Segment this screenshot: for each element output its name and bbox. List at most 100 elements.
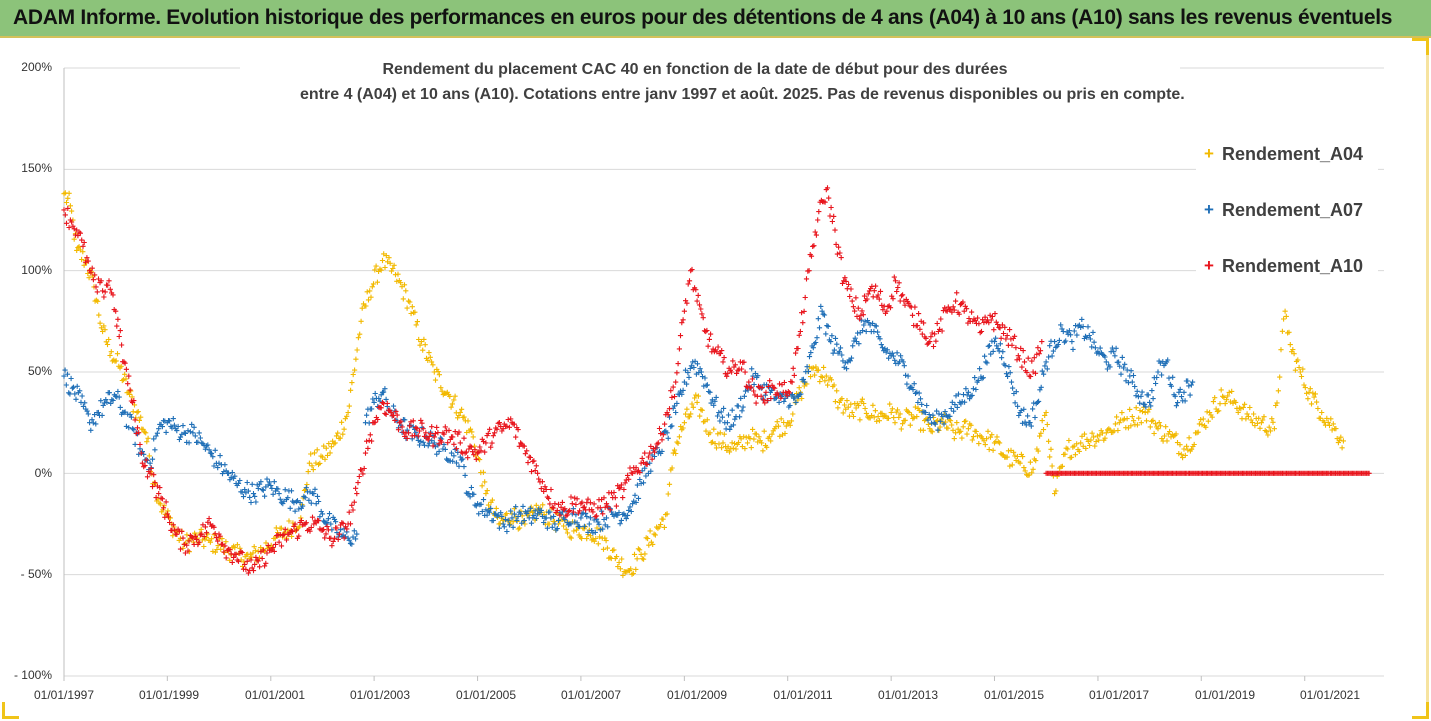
data-point [350, 507, 356, 513]
data-point [969, 437, 975, 443]
data-point [546, 495, 552, 501]
data-point [1053, 488, 1059, 494]
data-point [1025, 355, 1031, 361]
data-point [136, 430, 142, 436]
data-point [527, 505, 533, 511]
data-point [387, 260, 393, 266]
data-point [1007, 463, 1013, 469]
data-point [247, 494, 253, 500]
data-point [653, 445, 659, 451]
data-point [253, 499, 259, 505]
data-point [890, 353, 896, 359]
data-point [368, 294, 374, 300]
data-point [1159, 372, 1165, 378]
data-point [289, 533, 295, 539]
data-point [721, 355, 727, 361]
data-point [400, 429, 406, 435]
data-point [725, 444, 731, 450]
data-point [288, 528, 295, 534]
data-point [846, 281, 852, 288]
x-tick-label: 01/01/2017 [1088, 688, 1150, 702]
data-point [249, 481, 255, 487]
data-point [125, 381, 131, 387]
data-point [973, 386, 979, 393]
data-point [1003, 336, 1009, 342]
data-point [630, 501, 636, 507]
data-point [453, 460, 460, 466]
data-point [322, 535, 328, 541]
data-point [126, 391, 133, 397]
data-point [1074, 441, 1080, 447]
data-point [212, 447, 218, 453]
data-point [949, 422, 955, 428]
data-point [639, 455, 645, 461]
data-point [1256, 415, 1262, 421]
data-point [870, 402, 876, 408]
data-point [472, 447, 478, 453]
data-point [518, 440, 524, 446]
data-point [861, 322, 867, 328]
data-point [335, 536, 341, 542]
data-point [696, 370, 702, 376]
data-point [487, 426, 493, 432]
data-point [708, 331, 714, 337]
data-point [480, 469, 486, 475]
data-point [379, 257, 386, 264]
data-point [147, 470, 153, 476]
data-point [877, 336, 883, 342]
data-point [485, 502, 492, 508]
legend-label-a04: Rendement_A04 [1222, 143, 1364, 164]
data-point [572, 495, 578, 501]
data-point [1006, 364, 1012, 370]
data-point [950, 304, 956, 310]
data-point [1089, 344, 1095, 350]
data-point [1203, 424, 1209, 430]
data-point [756, 434, 762, 440]
data-point [1225, 393, 1231, 399]
data-point [382, 410, 388, 416]
data-point [1142, 401, 1148, 407]
data-point [800, 376, 806, 382]
data-point [482, 449, 488, 455]
data-point [930, 412, 936, 418]
data-point [1188, 382, 1194, 388]
data-point [100, 288, 106, 294]
data-point [457, 440, 463, 446]
data-point [321, 526, 327, 533]
data-point [885, 415, 892, 421]
data-point [719, 348, 725, 354]
data-point [242, 486, 248, 493]
data-point [538, 507, 544, 513]
data-point [170, 416, 176, 422]
data-point [862, 405, 868, 412]
data-point [254, 557, 260, 563]
data-point [755, 373, 761, 379]
data-point [1066, 437, 1072, 444]
data-point [499, 513, 505, 520]
data-point [924, 341, 930, 347]
data-point [1172, 393, 1178, 399]
data-point [360, 471, 366, 477]
data-point [1265, 432, 1271, 438]
data-point [508, 508, 514, 514]
data-point [339, 419, 345, 425]
data-point [196, 539, 202, 545]
data-point [631, 498, 637, 504]
data-point [312, 486, 318, 492]
data-point [947, 413, 953, 419]
data-point [685, 281, 691, 287]
data-point [680, 425, 686, 431]
data-point [694, 361, 701, 367]
data-point [1338, 434, 1344, 440]
data-point [107, 352, 113, 359]
data-point [714, 413, 721, 419]
data-point [721, 431, 727, 437]
data-point [1068, 332, 1074, 338]
data-point [152, 447, 158, 453]
data-point [750, 373, 756, 379]
data-point [311, 491, 317, 497]
y-tick-label: 100% [21, 263, 52, 277]
data-point [948, 306, 954, 312]
data-point [369, 406, 375, 412]
data-point [671, 403, 678, 409]
